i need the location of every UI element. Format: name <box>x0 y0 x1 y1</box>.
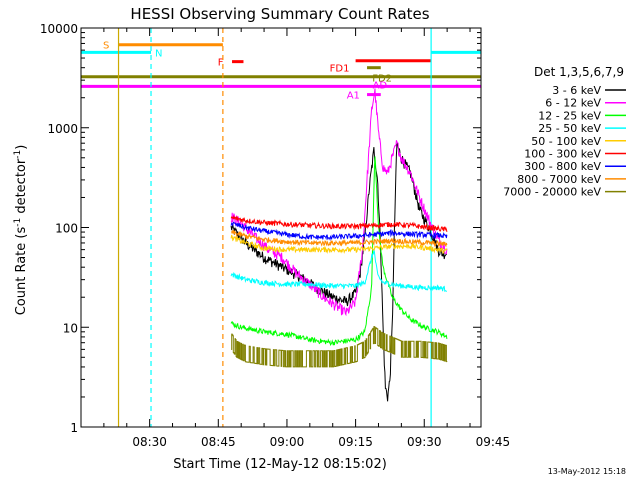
flag-band-label: FD2 <box>372 73 392 84</box>
flag-band-label: FD1 <box>330 64 350 75</box>
legend-entry-label: 50 - 100 keV <box>531 135 601 148</box>
legend-title: Det 1,3,5,6,7,9 <box>534 65 624 79</box>
y-tick-label: 100 <box>55 222 78 236</box>
legend-entry-label: 3 - 6 keV <box>552 84 601 97</box>
y-label-superscript: -1 <box>13 218 23 227</box>
footer-date: 13-May-2012 15:18 <box>548 467 626 476</box>
series-group <box>230 88 448 402</box>
series-line <box>230 156 448 346</box>
series-line <box>230 88 448 317</box>
legend-entry-label: 100 - 300 keV <box>524 148 601 161</box>
x-axis-label: Start Time (12-May-12 08:15:02) <box>173 457 387 472</box>
series-line <box>231 230 448 248</box>
y-tick-label: 1 <box>70 421 78 435</box>
y-label-superscript: -1 <box>13 150 23 159</box>
series-line <box>231 326 448 368</box>
x-tick-label: 09:30 <box>407 435 442 449</box>
x-tick-label: 08:30 <box>132 435 167 449</box>
flag-band-label: AD <box>373 81 388 92</box>
flag-band-label: S <box>103 41 109 52</box>
y-label-part: ) <box>14 145 29 150</box>
flag-band-label: A1 <box>347 91 360 102</box>
flag-band-label: N <box>155 48 162 59</box>
x-tick-label: 08:45 <box>201 435 236 449</box>
x-tick-label: 09:00 <box>270 435 305 449</box>
series-line <box>230 234 448 255</box>
y-label-part: detector <box>14 158 29 218</box>
legend-entry-label: 6 - 12 keV <box>545 97 601 110</box>
legend-entry-label: 25 - 50 keV <box>538 122 601 135</box>
y-label-part: Count Rate (s <box>14 227 29 316</box>
x-tick-label: 09:45 <box>476 435 511 449</box>
legend-entry-label: 300 - 800 keV <box>524 160 601 173</box>
flag-band-label: F <box>218 58 224 69</box>
x-axis: 08:30 08:45 09:00 09:15 09:30 09:45 <box>103 28 511 449</box>
chart-title: HESSI Observing Summary Count Rates <box>130 5 429 23</box>
series-line <box>230 214 448 232</box>
x-tick-label: 09:15 <box>338 435 373 449</box>
y-axis-label: Count Rate (s-1 detector-1) <box>13 145 29 316</box>
y-tick-label: 10000 <box>40 22 78 36</box>
y-axis: 1 10 100 1000 10000 <box>40 22 481 435</box>
series-line <box>230 221 448 242</box>
series-line <box>230 248 447 293</box>
legend-entry-label: 800 - 7000 keV <box>517 173 601 186</box>
y-tick-label: 1000 <box>47 122 78 136</box>
y-tick-label: 10 <box>63 321 78 335</box>
legend-entry-label: 7000 - 20000 keV <box>503 186 601 199</box>
legend-entry-label: 12 - 25 keV <box>538 109 601 122</box>
